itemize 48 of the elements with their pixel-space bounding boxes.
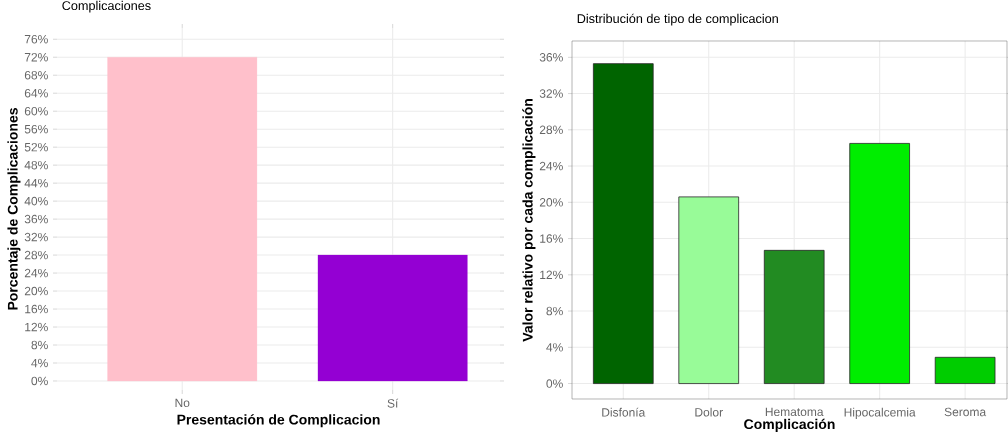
y-tick-label: 48% (24, 160, 48, 170)
y-tick-label: 8% (31, 340, 48, 350)
y-tick-label: 52% (24, 142, 48, 152)
x-tick-label: Dolor (695, 407, 723, 417)
chart-title: Complicaciones (62, 0, 151, 13)
y-tick-label: 28% (539, 125, 563, 135)
x-tick-label: No (175, 398, 190, 408)
y-tick-label: 64% (24, 88, 48, 98)
y-tick-label: 76% (24, 34, 48, 44)
y-axis-title: Porcentaje de Complicaciones (7, 108, 21, 310)
y-tick-label: 16% (25, 304, 48, 314)
y-tick-label: 32% (539, 89, 563, 98)
y-tick-label: 4% (31, 358, 48, 368)
y-tick-label: 44% (24, 178, 48, 188)
bar (763, 249, 825, 384)
y-tick-label: 60% (24, 106, 48, 116)
x-tick-label: Hematoma (765, 407, 824, 417)
y-tick-label: 36% (24, 214, 48, 224)
y-tick-label: 32% (24, 232, 48, 242)
y-tick-label: 4% (546, 343, 563, 352)
y-tick-label: 8% (546, 306, 563, 316)
x-tick-label: Hipocalcemia (844, 407, 916, 419)
bar (678, 196, 740, 384)
bar (592, 63, 654, 384)
y-tick-label: 12% (25, 322, 48, 332)
x-axis-title: Complicación (744, 418, 835, 432)
y-tick-label: 56% (24, 124, 48, 134)
y-tick-label: 28% (24, 250, 48, 260)
y-tick-label: 0% (31, 376, 48, 386)
x-tick-label: Sí (387, 398, 399, 408)
y-tick-label: 68% (24, 70, 48, 80)
y-tick-label: 24% (24, 268, 48, 278)
y-tick-label: 24% (539, 161, 563, 171)
y-axis-title: Valor relativo por cada complicación (522, 99, 536, 342)
x-tick-label: Seroma (944, 407, 987, 417)
y-tick-label: 12% (540, 270, 563, 280)
y-tick-label: 40% (24, 196, 48, 206)
bar (849, 143, 910, 384)
y-tick-label: 0% (546, 379, 563, 388)
y-tick-label: 20% (24, 286, 48, 296)
y-tick-label: 36% (539, 53, 563, 62)
x-tick-label: Disfonía (602, 407, 646, 417)
x-axis-title: Presentación de Complicacion (177, 414, 380, 428)
y-tick-label: 20% (539, 198, 563, 207)
y-tick-label: 16% (540, 234, 563, 243)
chart-title: Distribución de tipo de complicacion (577, 13, 778, 26)
bar (934, 356, 996, 384)
y-tick-label: 72% (24, 52, 48, 62)
